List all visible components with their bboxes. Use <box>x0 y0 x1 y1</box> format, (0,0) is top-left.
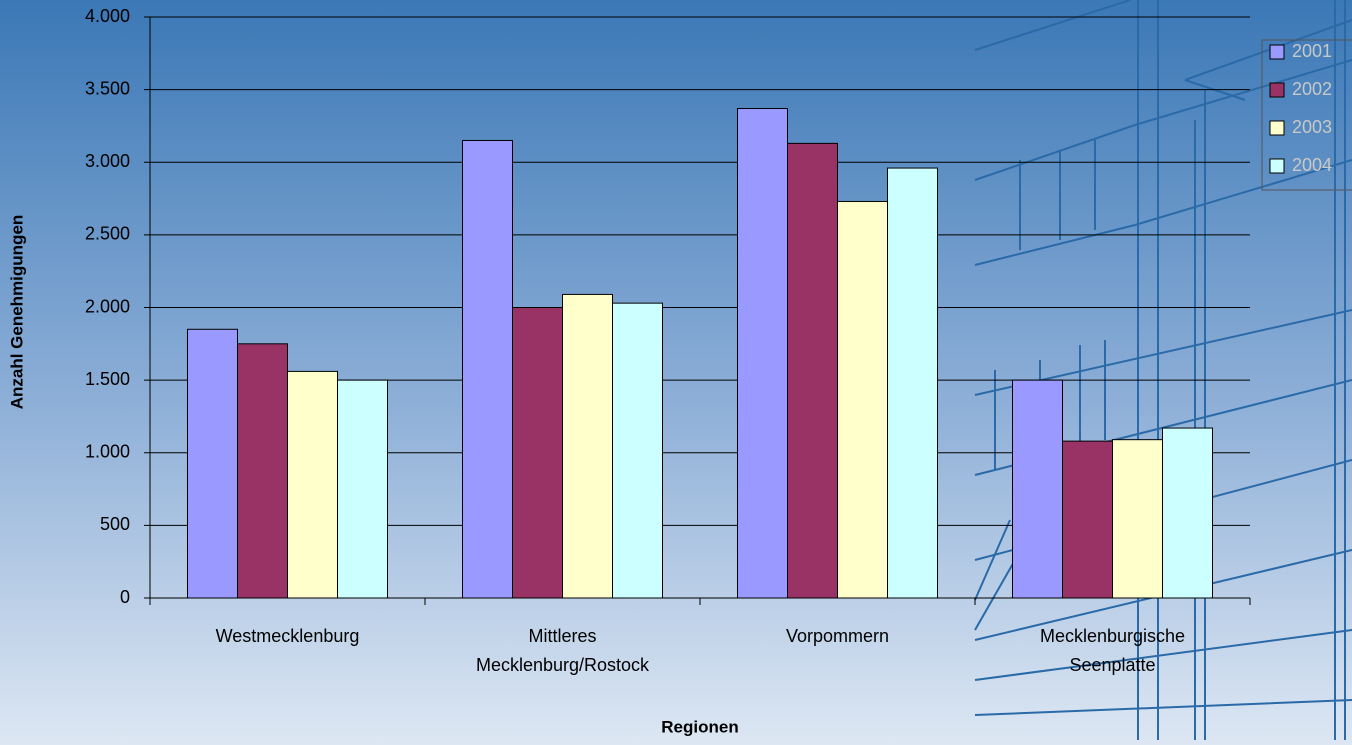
legend-label: 2004 <box>1292 155 1332 175</box>
y-tick-label: 1.500 <box>85 369 130 389</box>
x-tick-label: Mecklenburgische Seenplatte <box>1039 626 1186 675</box>
bar <box>337 379 388 599</box>
legend-label: 2003 <box>1292 117 1332 137</box>
legend-label: 2001 <box>1292 41 1332 61</box>
bar <box>1062 440 1113 599</box>
y-tick-label: 4.000 <box>85 6 130 26</box>
legend-swatch <box>1269 44 1285 60</box>
legend-swatch <box>1269 120 1285 136</box>
bar <box>1162 427 1213 599</box>
legend-swatch <box>1269 158 1285 174</box>
x-tick-label: Vorpommern <box>785 626 890 646</box>
y-tick-label: 500 <box>100 514 130 534</box>
bar <box>1112 439 1163 599</box>
bar <box>887 167 938 599</box>
y-tick-label: 3.000 <box>85 151 130 171</box>
bar <box>287 370 338 599</box>
y-tick-label: 0 <box>120 587 130 607</box>
bar <box>612 302 663 599</box>
y-axis-title: Anzahl Genehmigungen <box>7 215 26 410</box>
bar <box>837 200 888 599</box>
y-tick-label: 3.500 <box>85 78 130 98</box>
bar <box>737 108 788 599</box>
x-tick-label: Westmecklenburg <box>215 626 360 646</box>
bar <box>512 307 563 599</box>
y-tick-label: 1.000 <box>85 442 130 462</box>
x-axis-title: Regionen <box>661 717 738 736</box>
bar <box>237 343 288 599</box>
x-tick-label: Mittleres Mecklenburg/Rostock <box>475 626 650 675</box>
bar <box>562 293 613 599</box>
legend-label: 2002 <box>1292 79 1332 99</box>
y-tick-label: 2.500 <box>85 224 130 244</box>
y-tick-label: 2.000 <box>85 296 130 316</box>
legend-swatch <box>1269 82 1285 98</box>
bar <box>462 139 513 599</box>
legend-box <box>1261 39 1352 191</box>
bar <box>187 328 238 599</box>
bar <box>787 142 838 599</box>
bar <box>1012 379 1063 599</box>
